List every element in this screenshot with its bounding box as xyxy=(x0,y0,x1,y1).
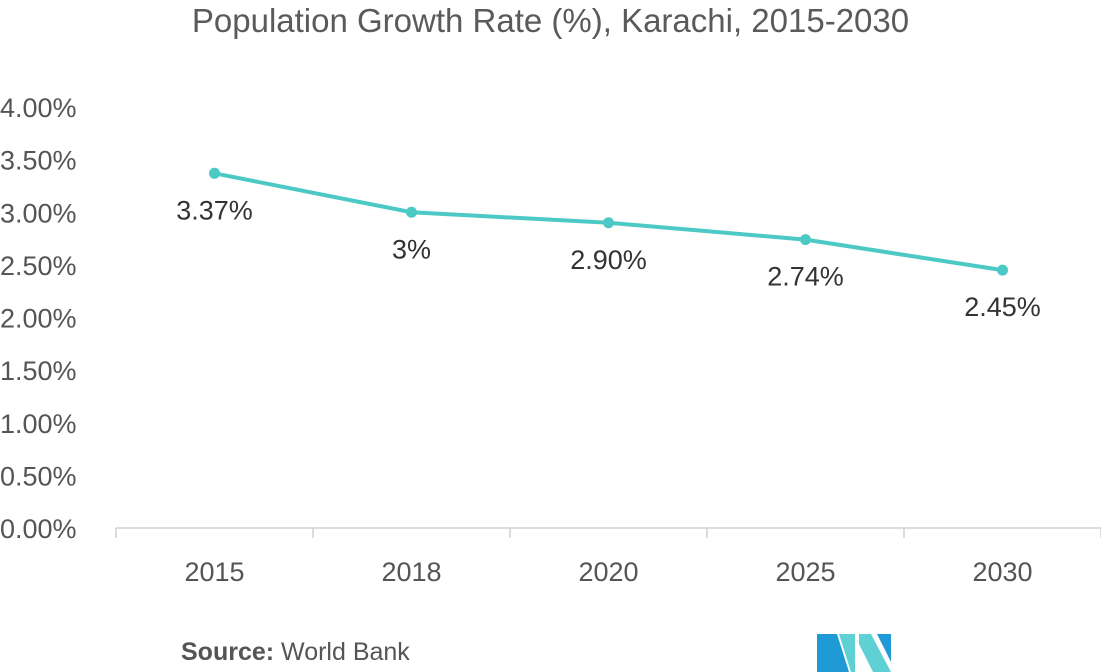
y-tick-label: 0.00% xyxy=(0,514,77,544)
mordor-intelligence-logo-icon xyxy=(817,634,891,672)
logo-shape-right-bar xyxy=(877,634,891,662)
data-point xyxy=(800,234,811,246)
line-chart: 0.00% 0.50% 1.00% 1.50% 2.00% 2.50% 3.00% 3.50%… xyxy=(0,93,1101,587)
y-tick-label: 4.00% xyxy=(0,93,77,123)
x-tick-label: 2015 xyxy=(184,557,244,587)
x-tick-label: 2020 xyxy=(578,557,638,587)
data-point xyxy=(406,206,417,218)
data-point xyxy=(997,264,1008,276)
data-label: 3% xyxy=(392,234,431,264)
logo-shape-left xyxy=(817,634,849,672)
data-label: 2.90% xyxy=(570,245,647,275)
data-label: 2.74% xyxy=(767,262,844,292)
y-tick-label: 1.50% xyxy=(0,356,77,386)
y-axis-labels: 0.00% 0.50% 1.00% 1.50% 2.00% 2.50% 3.00% 3.50%… xyxy=(0,93,77,544)
data-point xyxy=(603,217,614,229)
y-tick-label: 3.50% xyxy=(0,146,77,176)
chart-title: Population Growth Rate (%), Karachi, 201… xyxy=(191,2,910,39)
source-note: Source: World Bank xyxy=(181,638,410,667)
x-tick-label: 2018 xyxy=(381,557,441,587)
source-text: World Bank xyxy=(281,638,410,666)
x-tick-label: 2025 xyxy=(775,557,835,587)
y-tick-label: 1.00% xyxy=(0,409,77,439)
logo-shape-right xyxy=(859,634,891,672)
logo-shape-mid xyxy=(839,634,855,672)
data-point xyxy=(209,167,220,179)
series-layer: 3.37% 3% 2.90% 2.74% 2.45% xyxy=(176,167,1041,322)
y-tick-label: 0.50% xyxy=(0,461,77,491)
y-tick-label: 2.50% xyxy=(0,251,77,281)
y-tick-label: 2.00% xyxy=(0,304,77,334)
x-tick-label: 2030 xyxy=(972,557,1032,587)
x-axis: 2015 2018 2020 2025 2030 xyxy=(115,527,1101,587)
source-label: Source: xyxy=(181,638,275,666)
data-label: 2.45% xyxy=(964,292,1041,322)
data-label: 3.37% xyxy=(176,195,253,225)
y-tick-label: 3.00% xyxy=(0,198,77,228)
